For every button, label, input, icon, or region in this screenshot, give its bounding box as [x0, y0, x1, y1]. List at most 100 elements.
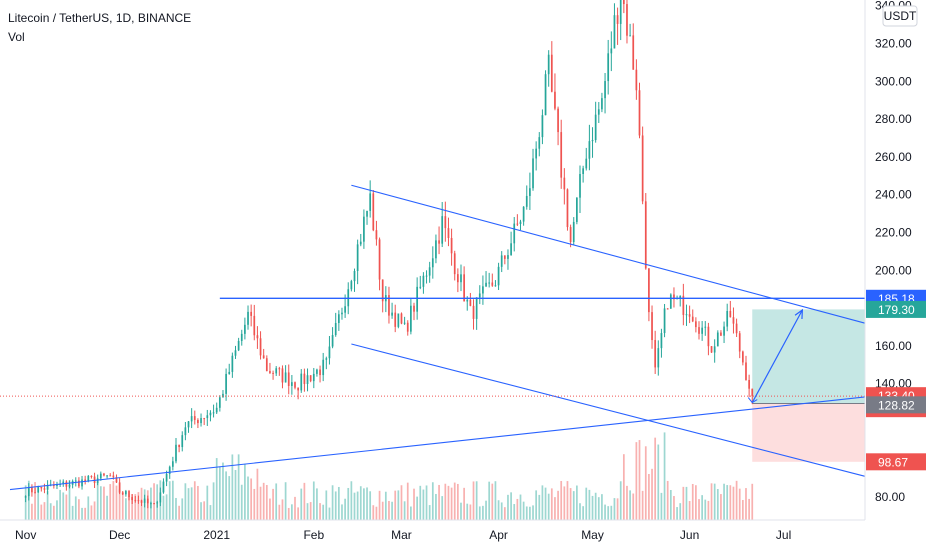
candle-body[interactable]	[322, 359, 325, 376]
candle-body[interactable]	[582, 168, 584, 175]
candle-body[interactable]	[525, 195, 528, 207]
candle-body[interactable]	[103, 473, 105, 476]
candle-body[interactable]	[309, 375, 312, 382]
candle-body[interactable]	[131, 497, 134, 501]
candle-body[interactable]	[688, 314, 691, 317]
candle-body[interactable]	[413, 305, 415, 312]
candle-body[interactable]	[450, 237, 453, 254]
candle-body[interactable]	[121, 492, 124, 495]
candle-body[interactable]	[516, 223, 519, 225]
candle-body[interactable]	[287, 372, 290, 386]
candle-body[interactable]	[604, 81, 606, 99]
candle-body[interactable]	[588, 141, 591, 159]
candle-body[interactable]	[472, 305, 475, 319]
candle-body[interactable]	[641, 135, 644, 202]
candle-body[interactable]	[359, 241, 362, 245]
candle-body[interactable]	[190, 416, 193, 422]
candle-body[interactable]	[81, 479, 83, 487]
candle-body[interactable]	[253, 315, 256, 336]
candle-body[interactable]	[96, 478, 99, 483]
candle-body[interactable]	[732, 317, 735, 324]
candle-body[interactable]	[616, 15, 619, 24]
candle-body[interactable]	[444, 216, 447, 229]
candle-body[interactable]	[34, 492, 36, 494]
candle-body[interactable]	[366, 210, 368, 217]
candle-body[interactable]	[291, 382, 293, 386]
candle-body[interactable]	[695, 321, 697, 328]
candle-body[interactable]	[74, 480, 77, 482]
candle-body[interactable]	[143, 498, 146, 503]
candle-body[interactable]	[319, 369, 321, 376]
candle-body[interactable]	[507, 255, 509, 259]
candle-body[interactable]	[529, 188, 531, 196]
candle-body[interactable]	[316, 369, 318, 374]
candle-body[interactable]	[669, 294, 672, 309]
candle-body[interactable]	[601, 98, 603, 110]
candle-body[interactable]	[673, 294, 675, 300]
candle-body[interactable]	[544, 74, 547, 116]
currency-button[interactable]: USDT	[882, 5, 918, 27]
candle-body[interactable]	[510, 243, 512, 256]
candle-body[interactable]	[222, 393, 224, 398]
candle-body[interactable]	[632, 35, 635, 70]
candle-body[interactable]	[435, 240, 437, 259]
candle-body[interactable]	[27, 486, 30, 497]
candle-body[interactable]	[162, 481, 165, 493]
candle-body[interactable]	[331, 335, 334, 347]
candle-body[interactable]	[513, 223, 516, 244]
candle-body[interactable]	[68, 484, 71, 487]
candle-body[interactable]	[381, 279, 384, 302]
candle-body[interactable]	[660, 333, 663, 349]
candle-body[interactable]	[87, 475, 90, 482]
candle-body[interactable]	[37, 486, 40, 493]
candle-body[interactable]	[594, 114, 597, 141]
candle-body[interactable]	[84, 479, 87, 482]
candle-body[interactable]	[228, 371, 231, 374]
candle-body[interactable]	[184, 427, 187, 436]
candle-body[interactable]	[416, 286, 419, 312]
candle-body[interactable]	[456, 274, 459, 283]
candle-body[interactable]	[278, 368, 281, 370]
candle-body[interactable]	[745, 362, 747, 380]
candle-body[interactable]	[244, 324, 246, 334]
candle-body[interactable]	[31, 486, 33, 493]
candle-body[interactable]	[356, 244, 359, 271]
candle-body[interactable]	[118, 482, 121, 493]
candle-body[interactable]	[613, 15, 616, 49]
candle-body[interactable]	[171, 461, 174, 467]
candle-body[interactable]	[563, 177, 566, 190]
candle-body[interactable]	[109, 475, 112, 477]
candle-body[interactable]	[691, 316, 694, 322]
candle-body[interactable]	[403, 322, 406, 324]
candle-body[interactable]	[463, 274, 465, 302]
candle-body[interactable]	[269, 371, 271, 373]
candle-body[interactable]	[391, 312, 393, 316]
candle-body[interactable]	[644, 201, 647, 269]
candle-body[interactable]	[572, 221, 575, 242]
candle-body[interactable]	[106, 475, 108, 477]
candle-body[interactable]	[193, 416, 196, 420]
candle-body[interactable]	[497, 266, 500, 286]
candle-body[interactable]	[651, 312, 653, 341]
candle-body[interactable]	[234, 350, 237, 356]
candle-body[interactable]	[428, 267, 431, 276]
candle-body[interactable]	[334, 323, 337, 336]
candle-body[interactable]	[626, 4, 628, 36]
candle-body[interactable]	[137, 500, 140, 502]
candle-body[interactable]	[341, 312, 343, 315]
candle-body[interactable]	[738, 333, 741, 352]
loss-zone[interactable]	[752, 403, 865, 462]
candle-body[interactable]	[284, 372, 287, 383]
candle-body[interactable]	[250, 311, 253, 316]
drawing-lines[interactable]	[0, 184, 866, 491]
candle-body[interactable]	[344, 306, 346, 313]
candle-body[interactable]	[720, 332, 722, 336]
candle-body[interactable]	[431, 258, 434, 268]
candle-body[interactable]	[425, 275, 428, 277]
candle-body[interactable]	[247, 311, 249, 325]
candle-body[interactable]	[363, 216, 365, 242]
candle-body[interactable]	[159, 492, 162, 503]
candle-body[interactable]	[475, 297, 478, 319]
candle-body[interactable]	[178, 444, 180, 448]
